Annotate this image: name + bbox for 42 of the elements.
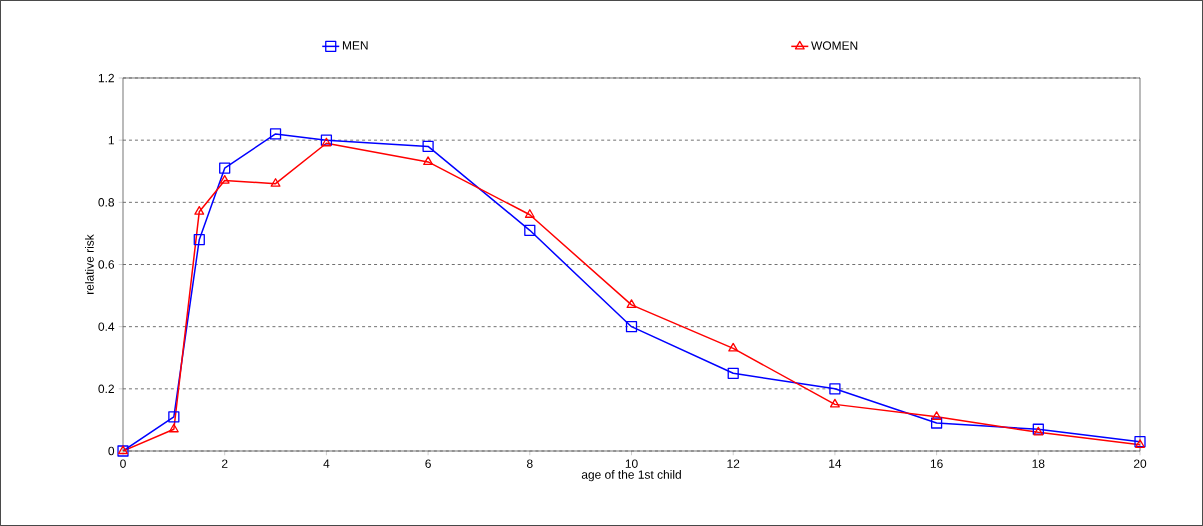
point xyxy=(524,224,536,236)
y-tick-label: 0.6 xyxy=(98,260,115,269)
point xyxy=(168,411,180,423)
y-tick-label: 0 xyxy=(108,446,115,456)
point xyxy=(727,367,739,379)
point xyxy=(423,156,434,166)
y-tick-label: 0.4 xyxy=(98,322,115,331)
point xyxy=(524,209,535,218)
x-tick-label: 2 xyxy=(221,459,228,468)
point xyxy=(219,174,230,184)
x-axis-title: age of the 1st child xyxy=(581,470,681,482)
point xyxy=(269,128,282,140)
x-tick-label: 6 xyxy=(425,459,431,468)
point xyxy=(422,140,434,153)
x-tick-label: 18 xyxy=(1032,459,1045,468)
point xyxy=(270,178,281,187)
point xyxy=(931,411,942,420)
x-tick-label: 8 xyxy=(526,459,533,468)
x-tick-label: 10 xyxy=(625,459,638,468)
point xyxy=(829,398,840,408)
point xyxy=(193,234,205,246)
x-tick-label: 14 xyxy=(829,459,842,468)
x-tick-label: 20 xyxy=(1133,459,1147,468)
point xyxy=(219,162,231,174)
legend-label: WOMEN xyxy=(811,41,858,50)
point xyxy=(168,423,179,433)
point xyxy=(728,342,739,352)
point xyxy=(930,417,943,429)
x-tick-label: 0 xyxy=(120,459,126,468)
x-tick-label: 4 xyxy=(323,459,330,468)
y-tick-label: 0.2 xyxy=(98,384,114,394)
point xyxy=(626,299,637,309)
y-tick-label: 0.8 xyxy=(98,198,115,207)
y-axis-title: relative risk xyxy=(85,234,94,294)
point xyxy=(194,206,205,215)
point xyxy=(625,321,638,333)
legend-label: MEN xyxy=(342,41,368,50)
y-tick-label: 1 xyxy=(108,136,114,145)
y-tick-label: 1.2 xyxy=(98,73,114,83)
point xyxy=(829,383,841,395)
x-tick-label: 16 xyxy=(930,459,943,468)
x-tick-label: 12 xyxy=(727,459,740,468)
